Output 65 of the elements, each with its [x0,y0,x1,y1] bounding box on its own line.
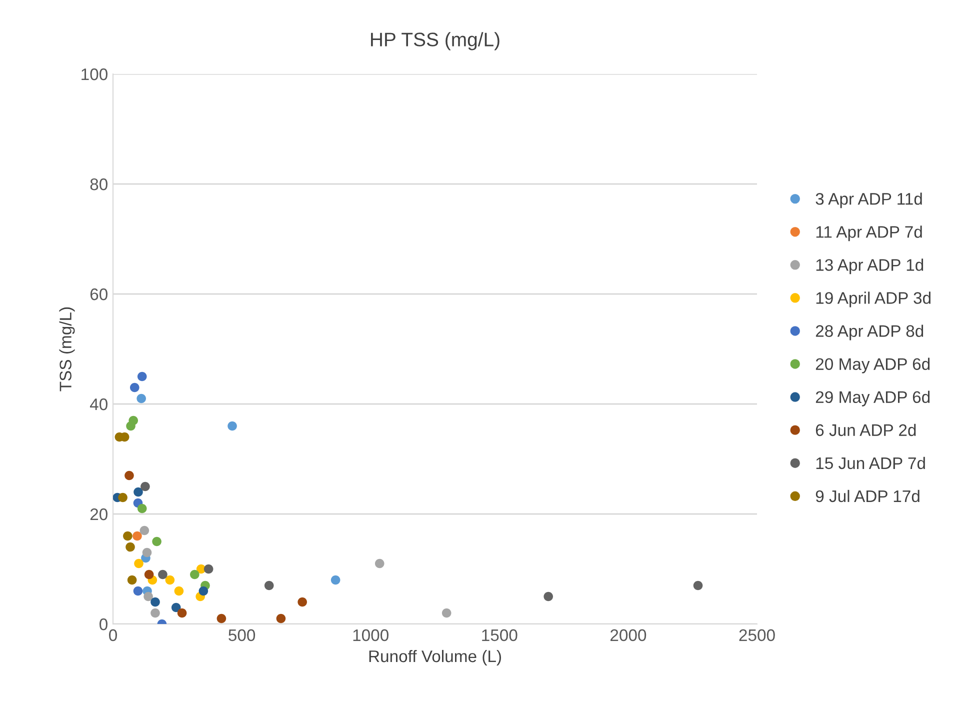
point [693,580,703,590]
point [150,597,160,607]
x-tick-label: 500 [228,629,256,642]
point [136,394,146,404]
point [126,421,136,431]
point [140,526,150,536]
point [127,575,137,585]
y-tick-label: 60 [90,288,108,300]
point [137,504,147,514]
x-tick-label: 1000 [353,629,388,642]
legend-label: 19 April ADP 3d [816,292,930,308]
point [264,580,274,590]
point [216,614,226,624]
point [152,536,162,546]
point [165,575,175,585]
legend-label: 6 Jun ADP 2d [816,424,916,436]
legend-label: 20 May ADP 6d [816,358,930,374]
y-tick-label: 100 [82,68,108,80]
y-tick-label: 20 [90,508,108,520]
x-tick-label: 0 [109,629,117,642]
point [177,608,187,618]
point [134,487,143,497]
legend-label: 15 Jun ADP 7d [816,456,925,470]
point [133,586,143,596]
point [374,558,384,568]
y-axis-title: TSS (mg/L) [59,307,75,392]
point [158,570,168,580]
point [144,570,154,580]
chart-title: HP TSS (mg/L) [371,32,500,50]
y-tick-label: 80 [90,178,108,190]
point [198,586,208,596]
legend-label: 28 Apr ADP 8d [816,324,924,340]
point [126,542,135,552]
point [123,531,132,541]
point [442,608,452,618]
legend-label: 29 May ADP 6d [816,390,930,406]
legend-label: 13 Apr ADP 1d [816,258,924,274]
legend-label: 3 Apr ADP 11d [816,192,922,208]
point [134,558,144,568]
point [276,614,286,624]
point [132,531,142,541]
point [544,592,554,602]
point [118,492,128,502]
x-axis-title: Runoff Volume (L) [369,650,501,666]
point [130,382,140,392]
point [204,564,214,574]
legend-label: 9 Jul ADP 17d [816,490,920,502]
point [142,548,152,558]
point [330,575,340,585]
point [174,586,184,596]
y-tick-label: 40 [90,398,108,410]
x-tick-label: 2500 [739,629,775,642]
x-tick-label: 1500 [482,629,518,642]
point [228,421,237,431]
legend-label: 11 Apr ADP 7d [816,226,922,242]
point [171,602,181,612]
point [124,470,134,480]
point [190,570,200,580]
x-tick-label: 2000 [610,629,646,642]
point [140,482,150,492]
point [137,372,147,382]
point [150,608,160,618]
y-tick-label: 0 [100,618,108,630]
point [298,597,307,607]
point [144,592,153,602]
